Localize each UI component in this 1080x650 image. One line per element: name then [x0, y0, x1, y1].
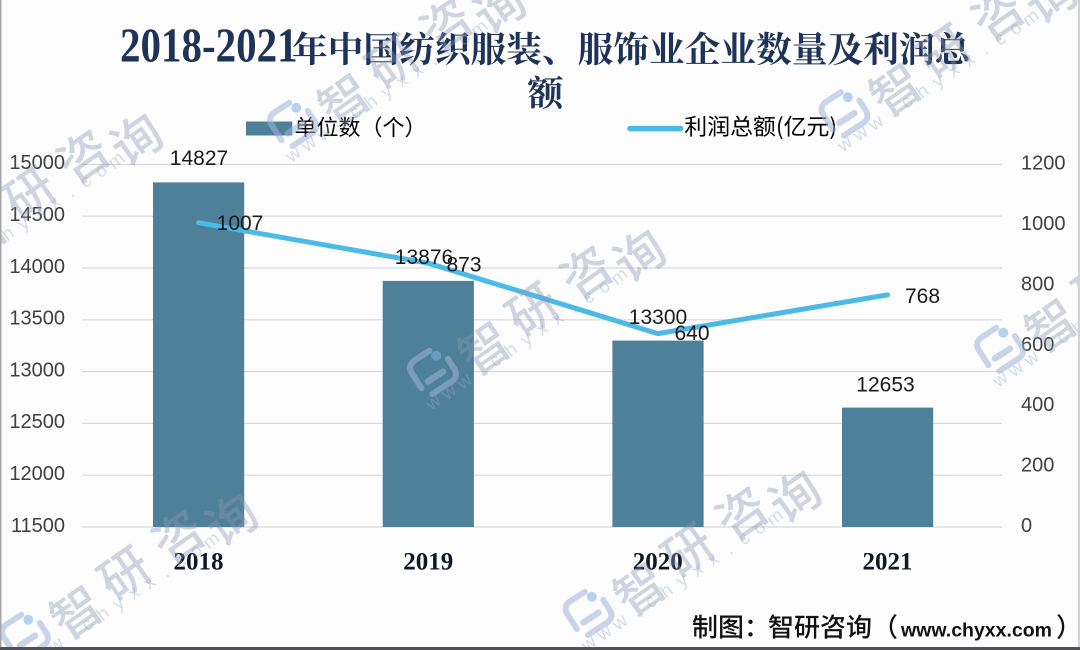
svg-text:15000: 15000	[9, 152, 65, 174]
svg-text:873: 873	[446, 254, 481, 277]
svg-text:14000: 14000	[9, 256, 65, 278]
svg-text:0: 0	[1021, 515, 1032, 537]
svg-text:14827: 14827	[170, 147, 228, 170]
svg-text:13000: 13000	[9, 359, 65, 381]
svg-text:2019: 2019	[403, 549, 453, 576]
svg-text:13876: 13876	[395, 246, 453, 269]
svg-text:2021: 2021	[863, 549, 913, 576]
svg-text:12653: 12653	[856, 374, 914, 397]
svg-text:200: 200	[1021, 455, 1054, 477]
svg-text:1200: 1200	[1021, 153, 1066, 175]
svg-text:13300: 13300	[629, 306, 687, 329]
svg-text:2018-2021: 2018-2021	[120, 18, 298, 72]
svg-text:768: 768	[905, 285, 940, 308]
svg-text:800: 800	[1021, 273, 1054, 295]
svg-text:400: 400	[1021, 394, 1054, 416]
svg-text:12500: 12500	[9, 411, 65, 433]
svg-text:640: 640	[674, 322, 709, 345]
svg-text:1007: 1007	[217, 212, 264, 235]
svg-text:www.chyxx.com: www.chyxx.com	[900, 619, 1052, 641]
svg-text:1000: 1000	[1021, 213, 1066, 235]
svg-text:11500: 11500	[11, 515, 65, 537]
svg-text:12000: 12000	[9, 463, 65, 485]
svg-text:13500: 13500	[9, 308, 65, 330]
